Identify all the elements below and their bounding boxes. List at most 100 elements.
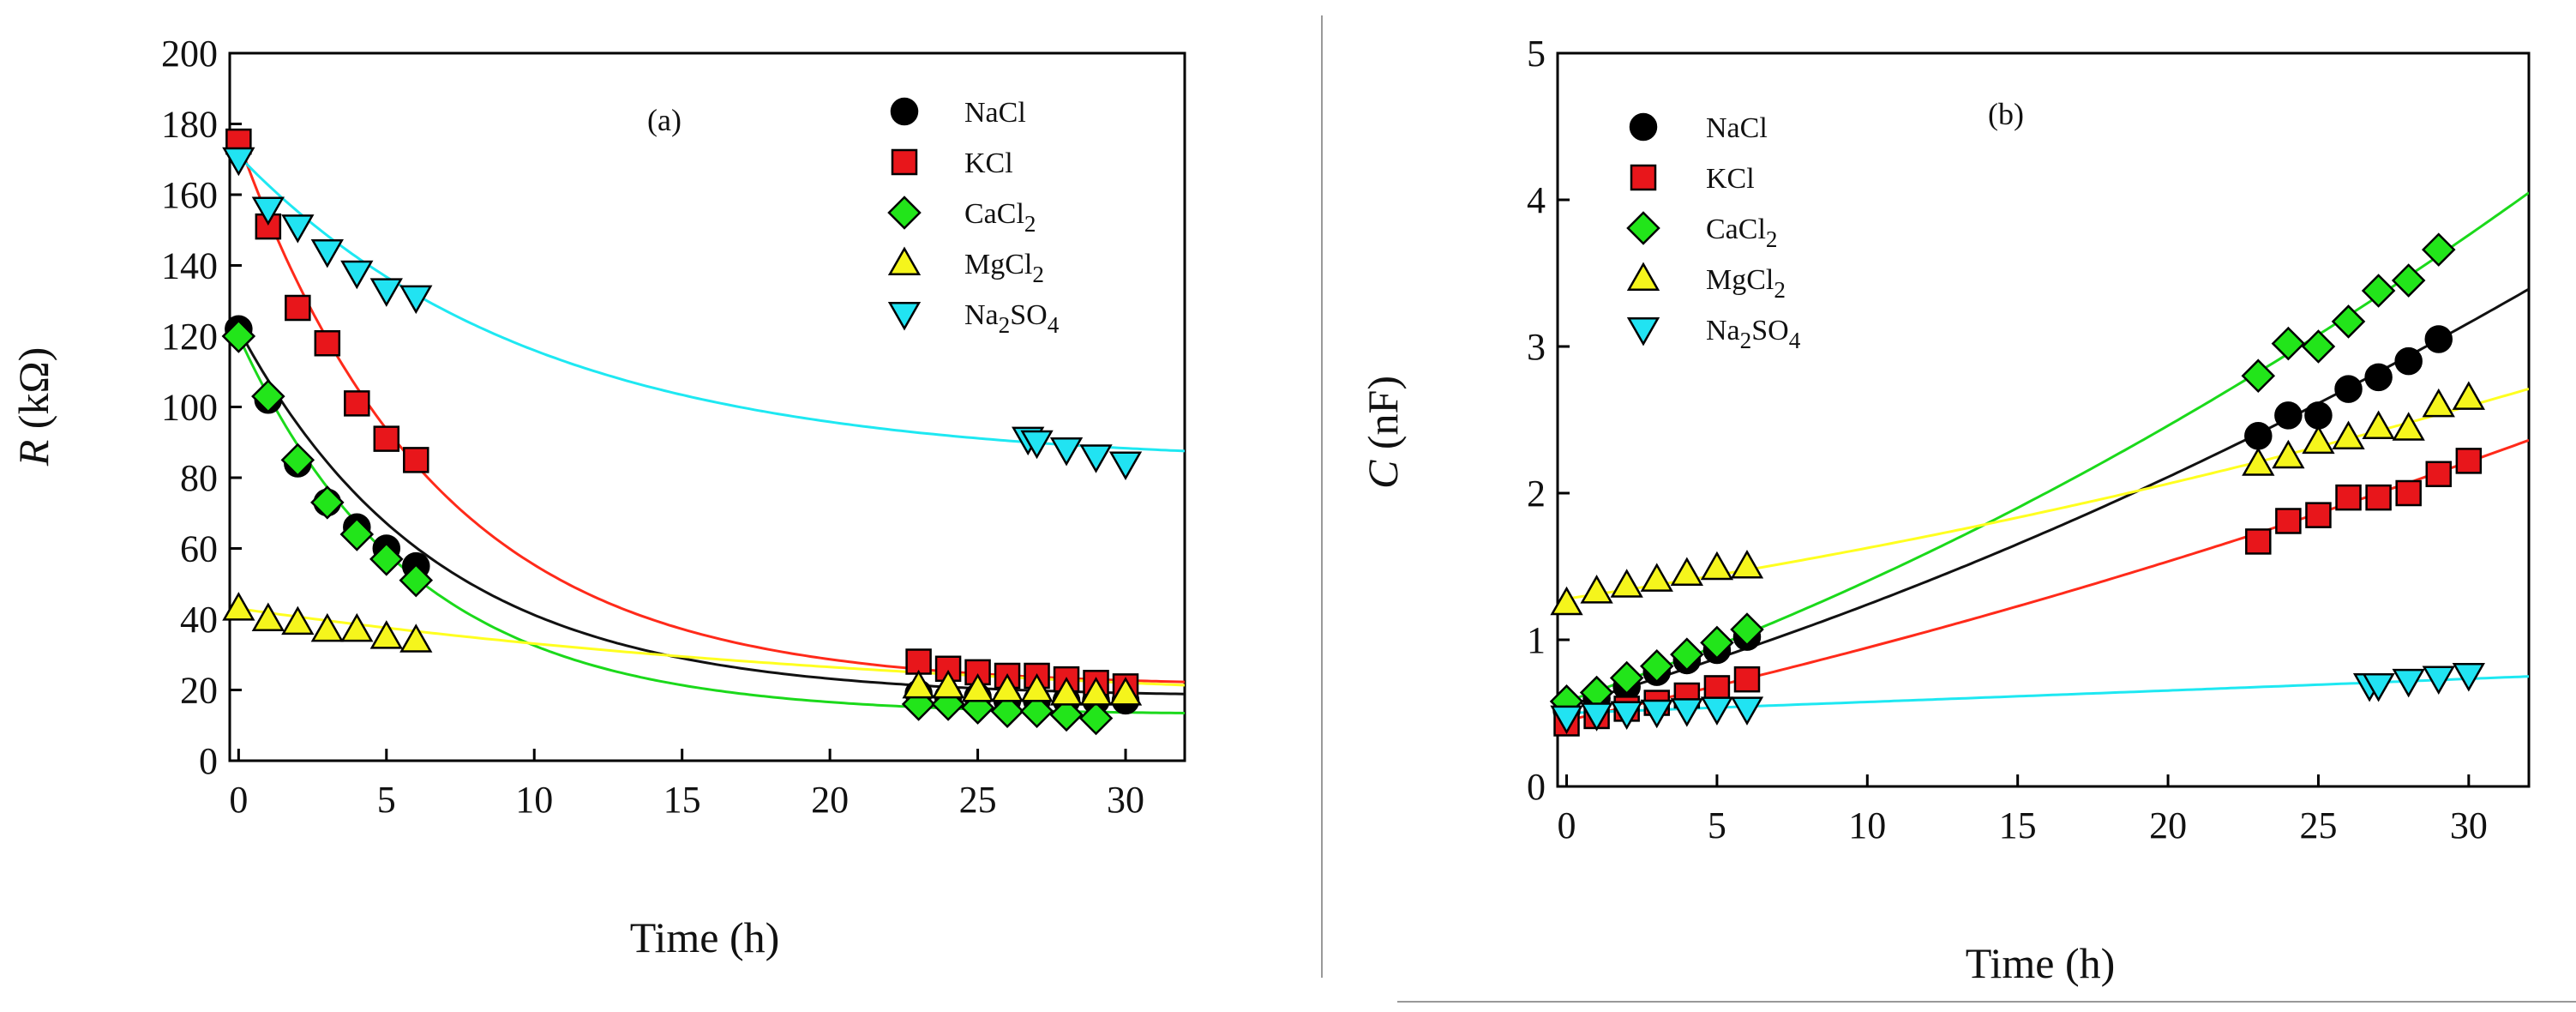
data-point-cacl2 <box>1670 637 1704 672</box>
data-point-na2so4 <box>340 260 374 290</box>
x-axis-label: Time (h) <box>1966 939 2116 987</box>
data-point-kcl <box>344 390 370 417</box>
data-point-mgcl2 <box>1049 677 1084 706</box>
data-point-na2so4 <box>1730 696 1764 726</box>
y-axis-label: R (kΩ) <box>9 347 57 467</box>
data-point-mgcl2 <box>1730 549 1764 579</box>
data-point-cacl2 <box>990 694 1024 729</box>
data-point-mgcl2 <box>281 605 315 636</box>
data-point-na2so4 <box>1079 444 1113 473</box>
y-tick-label: 20 <box>180 670 218 712</box>
y-tick-label: 140 <box>161 245 218 287</box>
panel-label: (b) <box>1988 97 2024 131</box>
legend-label-mgcl2: MgCl2 <box>964 249 1044 287</box>
legend-marker-mgcl2 <box>887 246 922 275</box>
y-axis-label: C (nF) <box>1359 376 1407 489</box>
data-point-mgcl2 <box>1610 569 1643 598</box>
data-point-cacl2 <box>2271 326 2306 361</box>
data-point-mgcl2 <box>399 623 433 653</box>
legend-label-nacl: NaCl <box>964 97 1026 129</box>
data-point-kcl <box>2335 484 2362 511</box>
y-tick-label: 60 <box>180 528 218 570</box>
data-point-mgcl2 <box>1700 551 1734 581</box>
data-point-mgcl2 <box>2272 439 2305 469</box>
data-point-kcl <box>1703 675 1731 702</box>
chart-panel-b: 0 1 2 3 4 5 0 5 10 15 20 25 30 Time (h) C (nF) (b) NaCl K… <box>1359 33 2531 987</box>
data-point-cacl2 <box>399 563 434 598</box>
legend-marker-mgcl2 <box>1626 262 1660 291</box>
data-point-mgcl2 <box>2422 388 2455 418</box>
x-tick-label: 0 <box>1558 804 1576 846</box>
data-point-mgcl2 <box>2332 420 2365 450</box>
data-point-na2so4 <box>281 214 315 244</box>
data-point-cacl2 <box>280 443 315 478</box>
data-point-mgcl2 <box>251 602 285 631</box>
data-point-cacl2 <box>2391 263 2426 298</box>
data-point-mgcl2 <box>2392 412 2425 441</box>
data-point-mgcl2 <box>1079 677 1113 706</box>
data-point-na2so4 <box>2362 673 2395 702</box>
legend-label-na2so4: Na2SO4 <box>964 299 1060 338</box>
y-tick-label: 100 <box>161 387 218 429</box>
data-point-mgcl2 <box>931 669 965 699</box>
data-point-cacl2 <box>221 319 256 353</box>
data-point-cacl2 <box>2361 274 2396 308</box>
x-tick-label: 0 <box>229 779 248 821</box>
data-point-na2so4 <box>1550 705 1583 735</box>
legend-marker-kcl <box>1630 164 1657 191</box>
data-point-kcl <box>285 294 311 322</box>
data-point-cacl2 <box>1639 649 1674 684</box>
x-tick-label: 15 <box>1999 804 2037 846</box>
data-point-cacl2 <box>1609 660 1644 696</box>
legend-label-kcl: KCl <box>964 148 1013 179</box>
y-tick-label: 1 <box>1527 619 1546 661</box>
data-point-kcl <box>2455 448 2483 474</box>
data-point-mgcl2 <box>2452 381 2485 410</box>
y-tick-label: 180 <box>161 104 218 146</box>
plot-frame <box>228 51 1186 762</box>
y-tick-label: 120 <box>161 316 218 358</box>
data-point-nacl <box>2274 401 2303 430</box>
y-tick-label: 40 <box>180 599 218 641</box>
legend-label-cacl2: CaCl2 <box>1706 214 1778 252</box>
x-tick-label: 5 <box>1708 804 1726 846</box>
data-point-kcl <box>314 330 341 357</box>
fit-curve-nacl <box>237 328 1185 696</box>
x-tick-label: 30 <box>1107 779 1144 821</box>
data-point-cacl2 <box>2422 232 2456 267</box>
data-point-na2so4 <box>2422 666 2455 695</box>
data-point-cacl2 <box>1730 612 1764 647</box>
data-point-mgcl2 <box>222 592 255 621</box>
y-tick-label: 4 <box>1527 179 1546 221</box>
legend-label-cacl2: CaCl2 <box>964 198 1036 237</box>
fit-curve-kcl <box>237 141 1185 684</box>
legend-marker-nacl <box>890 97 919 126</box>
data-point-kcl <box>2245 528 2272 555</box>
legend-label-nacl: NaCl <box>1706 112 1768 144</box>
x-tick-label: 25 <box>2299 804 2337 846</box>
data-point-mgcl2 <box>1580 575 1613 604</box>
data-point-cacl2 <box>2331 304 2366 339</box>
data-point-kcl <box>2305 502 2332 528</box>
legend-marker-kcl <box>891 148 918 176</box>
data-point-cacl2 <box>251 379 285 413</box>
data-point-cacl2 <box>2301 329 2336 364</box>
legend-label-kcl: KCl <box>1706 163 1755 195</box>
x-tick-label: 30 <box>2450 804 2488 846</box>
x-tick-label: 15 <box>664 779 701 821</box>
data-point-na2so4 <box>2452 663 2485 692</box>
legend: NaCl KCl CaCl2 MgCl2 Na2SO4 <box>1626 112 1801 353</box>
data-point-cacl2 <box>1049 697 1084 732</box>
data-point-na2so4 <box>1610 701 1643 731</box>
x-tick-label: 10 <box>1848 804 1886 846</box>
y-tick-label: 160 <box>161 174 218 216</box>
data-point-mgcl2 <box>340 612 374 642</box>
y-tick-label: 2 <box>1527 473 1546 515</box>
data-point-nacl <box>2424 325 2453 353</box>
data-point-na2so4 <box>1670 698 1703 727</box>
y-tick-label: 0 <box>199 740 218 782</box>
data-point-kcl <box>1733 666 1761 693</box>
y-tick-label: 80 <box>180 457 218 499</box>
data-point-mgcl2 <box>1670 557 1703 587</box>
